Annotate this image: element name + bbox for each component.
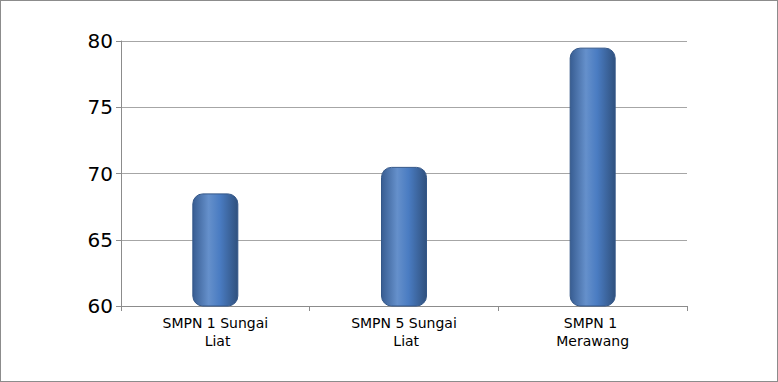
svg-text:70: 70: [88, 162, 113, 186]
svg-text:SMPN 1: SMPN 1: [564, 315, 622, 331]
svg-text:Liat: Liat: [200, 333, 231, 349]
svg-text:75: 75: [88, 95, 113, 119]
svg-text:60: 60: [88, 294, 113, 318]
svg-text:SMPN 5 Sungai: SMPN 5 Sungai: [351, 315, 457, 331]
svg-text:Liat: Liat: [389, 333, 420, 349]
svg-text:80: 80: [88, 29, 113, 53]
svg-text:65: 65: [88, 228, 113, 252]
svg-text:Merawang: Merawang: [556, 333, 629, 349]
svg-text:SMPN 1 Sungai: SMPN 1 Sungai: [162, 315, 268, 331]
